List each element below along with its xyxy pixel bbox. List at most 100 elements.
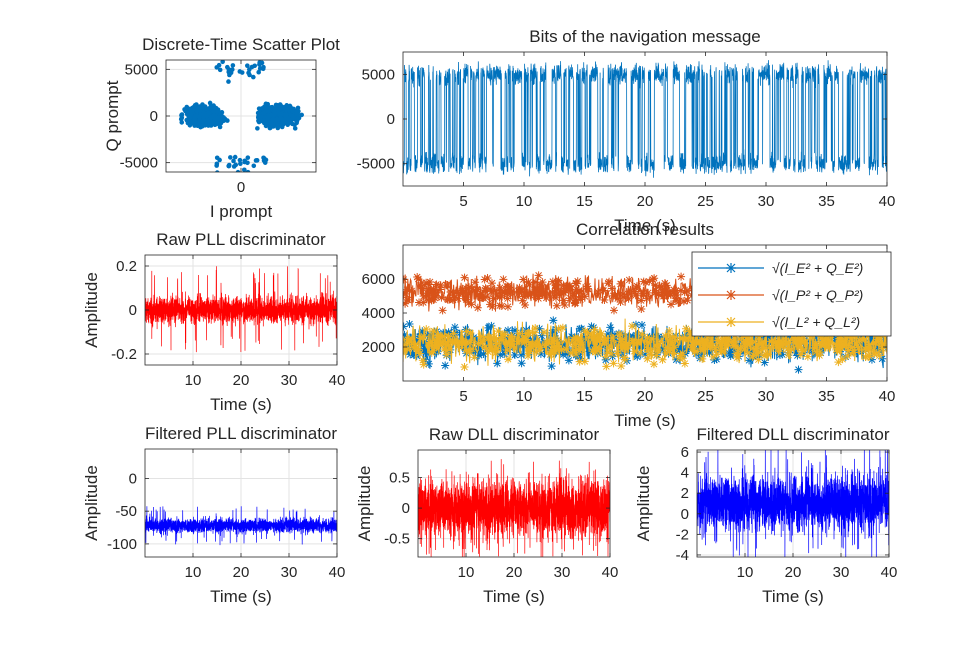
corr-series-1-marker [464, 298, 473, 307]
corr-series-2-marker [460, 363, 469, 372]
scatter-point [274, 116, 280, 122]
corr-series-0-marker [671, 347, 680, 356]
corr-series-1-marker [566, 294, 575, 303]
filtdll-xtick-label: 40 [881, 564, 898, 581]
nav-series-line [403, 60, 887, 178]
corr-series-2-marker [865, 352, 874, 361]
corr-series-2-marker [571, 333, 580, 342]
scatter-point [214, 161, 220, 167]
corr-series-1-marker [481, 284, 490, 293]
corr-series-2-marker [575, 357, 584, 366]
corr-series-2-marker [735, 335, 744, 344]
filtdll-xtick-label: 20 [785, 564, 802, 581]
legend-marker-0 [726, 263, 736, 273]
corr-series-0-marker [517, 350, 526, 359]
corr-series-2-marker [531, 324, 540, 333]
scatter-point [232, 154, 238, 160]
corr-series-0-marker [695, 354, 704, 363]
corr-series-2-marker [554, 324, 563, 333]
rawpll-title: Raw PLL discriminator [156, 230, 326, 249]
corr-series-1-marker [414, 274, 423, 283]
corr-series-2-marker [662, 348, 671, 357]
corr-series-2-marker [527, 342, 536, 351]
corr-xtick-label: 30 [758, 388, 775, 405]
corr-series-1-marker [523, 289, 532, 298]
corr-series-2-marker [572, 350, 581, 359]
corr-series-1-marker [424, 280, 433, 289]
corr-series-0-marker [470, 346, 479, 355]
corr-series-2-marker [453, 338, 462, 347]
corr-series-2-marker [616, 330, 625, 339]
corr-series-2-marker [630, 347, 639, 356]
corr-series-2-marker [665, 348, 674, 357]
corr-series-1-marker [619, 293, 628, 302]
corr-series-2-marker [494, 327, 503, 336]
corr-series-0-marker [405, 320, 414, 329]
corr-series-1-marker [427, 296, 436, 305]
filtpll-title: Filtered PLL discriminator [145, 424, 337, 443]
corr-series-2-marker [403, 344, 412, 353]
corr-series-2-marker [678, 354, 687, 363]
corr-series-2-marker [449, 329, 458, 338]
corr-series-2-marker [721, 340, 730, 349]
scatter-point [179, 115, 185, 120]
corr-series-2-marker [583, 328, 592, 337]
corr-series-2-marker [506, 332, 515, 341]
corr-series-1-marker [489, 294, 498, 303]
corr-series-2-marker [693, 347, 702, 356]
corr-series-2-marker [663, 343, 672, 352]
corr-series-1-marker [480, 286, 489, 295]
corr-series-1-marker [599, 286, 608, 295]
corr-series-2-marker [618, 344, 627, 353]
corr-series-1-marker [572, 285, 581, 294]
filtdll-series-line [697, 450, 889, 557]
corr-series-2-marker [670, 343, 679, 352]
corr-series-2-marker [796, 350, 805, 359]
corr-series-0-marker [450, 323, 459, 332]
scatter-point [231, 158, 236, 164]
corr-series-2-marker [878, 339, 887, 348]
corr-series-1-marker [403, 275, 408, 284]
filtpll-xtick-label: 20 [233, 564, 250, 581]
corr-series-1-marker [445, 295, 454, 304]
corr-series-0-marker [712, 355, 721, 364]
corr-series-1-marker [650, 288, 659, 297]
corr-series-2-marker [661, 331, 670, 340]
corr-series-2-marker [504, 355, 513, 364]
corr-series-0-marker [726, 352, 735, 361]
scatter-chart: 0 -5000 0 5000 Discrete-Time Scatter Plot I p… [103, 35, 340, 221]
scatter-point [275, 123, 280, 128]
corr-series-2-marker [653, 346, 662, 355]
corr-series-2-marker [519, 336, 528, 345]
corr-series-1-marker [669, 285, 678, 294]
filtdll-title: Filtered DLL discriminator [696, 425, 889, 444]
corr-xtick-label: 5 [459, 388, 467, 405]
rawpll-ytick-label: -0.2 [111, 346, 137, 363]
scatter-point [198, 104, 203, 110]
corr-series-2-marker [849, 348, 858, 357]
corr-series-1-marker [524, 278, 533, 287]
corr-series-2-marker [667, 337, 676, 346]
corr-series-1-marker [429, 285, 438, 294]
corr-title: Correlation results [576, 220, 714, 239]
rawpll-xtick-label: 30 [281, 372, 298, 389]
corr-series-1-marker [518, 285, 527, 294]
corr-series-0-marker [563, 349, 572, 358]
scatter-point [242, 167, 247, 172]
corr-series-2-marker [699, 345, 708, 354]
corr-series-2-marker [427, 348, 436, 357]
corr-series-0-marker [441, 361, 450, 370]
corr-series-1-marker [571, 295, 580, 304]
scatter-point [245, 155, 251, 160]
corr-series-2-marker [499, 330, 508, 339]
corr-series-2-marker [755, 332, 764, 341]
corr-series-1-marker [403, 285, 412, 294]
corr-series-2-marker [462, 327, 471, 336]
corr-series-2-marker [643, 333, 652, 342]
filtpll-xlabel: Time (s) [210, 587, 272, 606]
scatter-point [273, 102, 279, 108]
scatter-point [187, 118, 192, 124]
scatter-point [245, 160, 250, 166]
corr-series-2-marker [787, 345, 796, 354]
corr-series-0-marker [589, 323, 598, 332]
